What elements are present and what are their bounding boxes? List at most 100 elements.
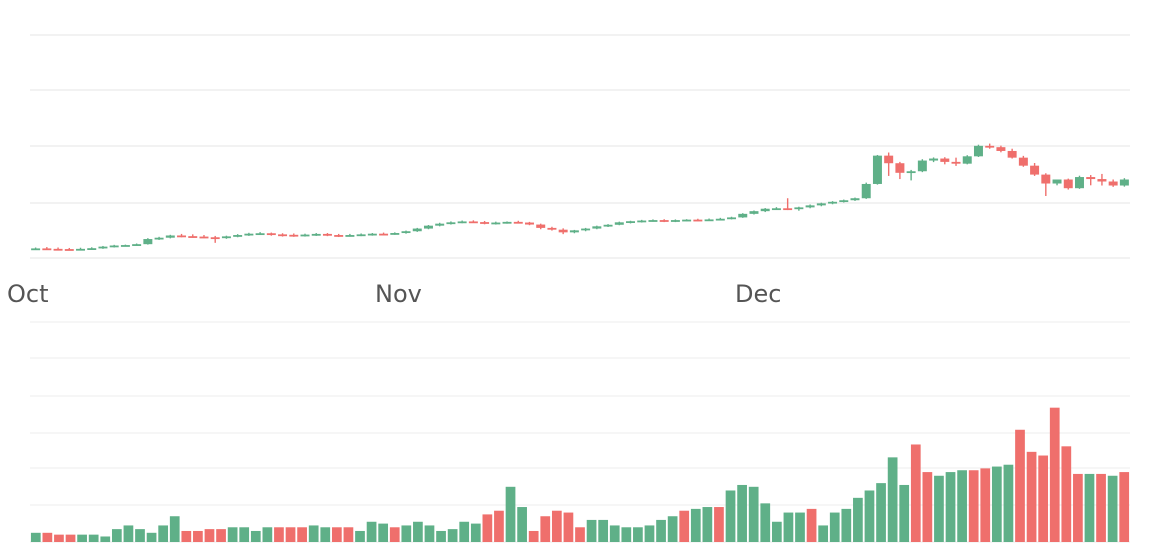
candle-body — [727, 217, 737, 220]
volume-bar — [158, 525, 169, 542]
candle-body — [457, 221, 467, 224]
candle — [345, 233, 355, 237]
candle-body — [143, 239, 153, 245]
volume-bar — [343, 527, 354, 542]
volume-bar — [424, 525, 435, 542]
volume-bar — [389, 527, 400, 542]
candle-body — [1086, 177, 1096, 180]
volume-bar — [853, 497, 863, 542]
candle-body — [345, 235, 355, 237]
volume-bar — [470, 523, 481, 542]
candle — [143, 238, 153, 245]
candle-body — [581, 228, 591, 231]
volume-bar — [864, 490, 875, 542]
volume-bar — [88, 534, 99, 542]
candle-body — [985, 145, 995, 148]
candle — [670, 219, 680, 223]
volume-bar — [656, 519, 666, 542]
volume-bar — [795, 512, 805, 542]
candle-body — [1030, 165, 1040, 175]
candle — [412, 227, 422, 232]
candle — [1063, 178, 1073, 190]
candle-body — [704, 219, 714, 222]
price-panel-candles — [31, 143, 1129, 251]
candle-body — [42, 248, 52, 251]
volume-bar — [378, 523, 389, 542]
candle-body — [1041, 174, 1051, 184]
candle — [390, 232, 400, 235]
candle — [513, 220, 523, 224]
candle — [581, 227, 591, 232]
volume-bar — [413, 521, 423, 542]
volume-bar — [922, 472, 933, 542]
candle-body — [165, 235, 175, 238]
candle — [884, 152, 894, 176]
candle — [1097, 173, 1107, 186]
candle-body — [547, 227, 557, 230]
candle-body — [1097, 179, 1107, 182]
volume-bar — [575, 527, 585, 542]
candle-body — [412, 228, 422, 232]
volume-bar — [320, 527, 331, 542]
volume-bar — [1003, 464, 1014, 542]
volume-bar — [1107, 475, 1118, 542]
candle — [278, 233, 288, 237]
candle-body — [233, 235, 243, 237]
candle — [401, 230, 411, 234]
candle — [423, 224, 433, 230]
candle — [491, 221, 501, 225]
volume-bar — [540, 516, 551, 542]
candle-body — [536, 224, 546, 228]
candle-body — [1063, 179, 1073, 189]
candle — [177, 233, 187, 238]
candle — [1052, 179, 1062, 186]
x-axis-tick-labels: Oct Nov Dec — [7, 280, 781, 308]
candle — [738, 213, 748, 218]
volume-bar — [829, 512, 840, 542]
volume-bar — [308, 525, 319, 542]
volume-bar — [250, 530, 261, 542]
candle-body — [850, 198, 860, 201]
x-tick-label: Oct — [7, 280, 49, 308]
candle — [76, 247, 85, 251]
volume-bar — [111, 529, 122, 542]
candle — [805, 204, 815, 209]
volume-bar — [123, 525, 134, 542]
volume-bar — [609, 525, 620, 542]
candle — [367, 233, 377, 236]
candle-body — [929, 158, 939, 161]
volume-bar — [690, 508, 701, 542]
candle — [569, 229, 579, 234]
candle — [322, 233, 332, 237]
candle-body — [603, 224, 613, 227]
candle-body — [749, 211, 759, 214]
candle-body — [334, 235, 344, 237]
volume-bar — [876, 483, 886, 542]
candle — [109, 244, 119, 248]
volume-bar — [447, 529, 458, 542]
candle-body — [872, 155, 882, 184]
candle-body — [356, 234, 366, 237]
candle-body — [816, 203, 826, 206]
candle-body — [109, 245, 119, 248]
candle — [1119, 178, 1129, 187]
volume-bar — [725, 490, 736, 542]
candle — [603, 224, 613, 228]
candle-body — [401, 231, 411, 234]
volume-bar — [899, 484, 910, 542]
candle-body — [64, 249, 74, 251]
volume-bar — [181, 530, 192, 542]
candle — [940, 157, 950, 165]
candle-body — [491, 222, 501, 225]
volume-bar — [65, 534, 76, 542]
candle-body — [973, 145, 983, 157]
candle-body — [154, 237, 164, 240]
candle-body — [839, 200, 849, 203]
volume-bar — [505, 486, 516, 542]
volume-bar — [714, 507, 724, 542]
candle-body — [783, 208, 793, 211]
candle — [154, 236, 164, 240]
volume-bar — [806, 508, 817, 542]
candle — [973, 144, 983, 157]
candle — [98, 245, 108, 249]
